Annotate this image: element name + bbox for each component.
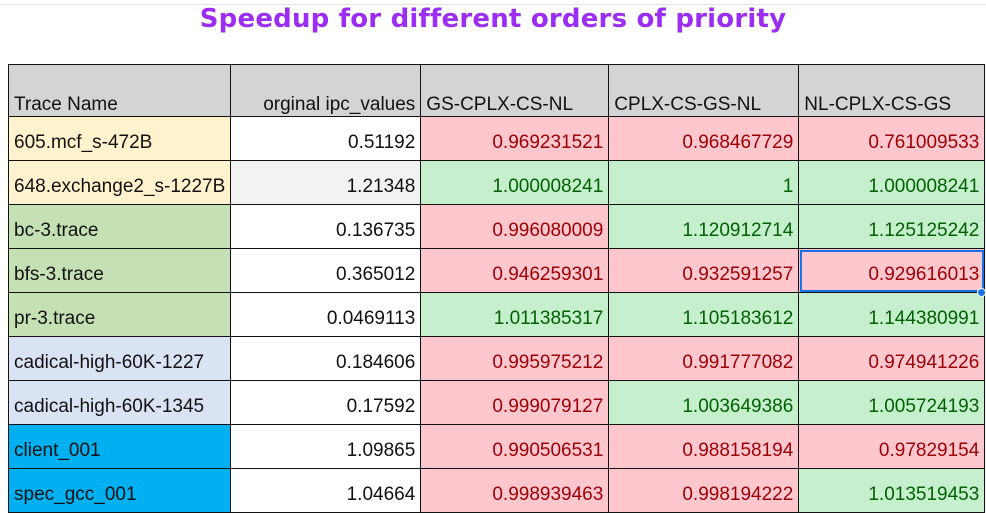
gs-cplx-cs-nl-cell[interactable]: 0.996080009 (420, 204, 610, 249)
cplx-cs-gs-nl-cell[interactable]: 1 (608, 160, 800, 205)
nl-cplx-cs-gs-cell[interactable]: 0.761009533 (798, 116, 986, 161)
table-row: cadical-high-60K-1227 0.184606 0.995975212… (7, 336, 986, 381)
ipc-value-cell[interactable]: 0.136735 (230, 204, 422, 249)
cplx-cs-gs-nl-cell[interactable]: 1.105183612 (608, 292, 800, 337)
cplx-cs-gs-nl-cell[interactable]: 0.998194222 (608, 468, 800, 513)
trace-name-cell[interactable]: pr-3.trace (7, 292, 232, 337)
header-nl-cplx-cs-gs[interactable]: NL-CPLX-CS-GS (798, 64, 986, 117)
cplx-cs-gs-nl-cell[interactable]: 0.932591257 (608, 248, 800, 293)
table-row: client_001 1.09865 0.990506531 0.988158194 0… (7, 424, 986, 469)
trace-name-cell[interactable]: 648.exchange2_s-1227B (7, 160, 232, 205)
table-row: bc-3.trace 0.136735 0.996080009 1.120912714… (7, 204, 986, 249)
ipc-value-cell[interactable]: 0.17592 (230, 380, 422, 425)
cplx-cs-gs-nl-cell[interactable]: 0.991777082 (608, 336, 800, 381)
nl-cplx-cs-gs-cell[interactable]: 1.013519453 (798, 468, 986, 513)
header-original-ipc[interactable]: orginal ipc_values (230, 64, 422, 117)
table-row: 605.mcf_s-472B 0.51192 0.969231521 0.968467… (7, 116, 986, 161)
cplx-cs-gs-nl-cell[interactable]: 1.120912714 (608, 204, 800, 249)
trace-name-cell[interactable]: 605.mcf_s-472B (7, 116, 232, 161)
gs-cplx-cs-nl-cell[interactable]: 1.000008241 (420, 160, 610, 205)
header-gs-cplx-cs-nl[interactable]: GS-CPLX-CS-NL (420, 64, 610, 117)
ipc-value-cell[interactable]: 0.184606 (230, 336, 422, 381)
table-row: pr-3.trace 0.0469113 1.011385317 1.10518361… (7, 292, 986, 337)
trace-name-cell[interactable]: cadical-high-60K-1345 (7, 380, 232, 425)
ipc-value-cell[interactable]: 1.09865 (230, 424, 422, 469)
table-row: 648.exchange2_s-1227B 1.21348 1.000008241 1… (7, 160, 986, 205)
table-row: bfs-3.trace 0.365012 0.946259301 0.93259125… (7, 248, 986, 293)
nl-cplx-cs-gs-cell[interactable]: 1.005724193 (798, 380, 986, 425)
table-row: cadical-high-60K-1345 0.17592 0.999079127 1… (7, 380, 986, 425)
cplx-cs-gs-nl-cell[interactable]: 0.968467729 (608, 116, 800, 161)
gs-cplx-cs-nl-cell[interactable]: 0.990506531 (420, 424, 610, 469)
header-trace-name[interactable]: Trace Name (7, 64, 232, 117)
header-cplx-cs-gs-nl[interactable]: CPLX-CS-GS-NL (608, 64, 800, 117)
gs-cplx-cs-nl-cell[interactable]: 1.011385317 (420, 292, 610, 337)
ipc-value-cell[interactable]: 0.51192 (230, 116, 422, 161)
trace-name-cell[interactable]: client_001 (7, 424, 232, 469)
ipc-value-cell[interactable]: 0.0469113 (230, 292, 422, 337)
nl-cplx-cs-gs-cell[interactable]: 1.125125242 (798, 204, 986, 249)
speedup-table: Trace Name orginal ipc_values GS-CPLX-CS… (7, 64, 986, 513)
cplx-cs-gs-nl-cell[interactable]: 1.003649386 (608, 380, 800, 425)
selected-cell[interactable]: 0.929616013 (798, 248, 986, 293)
trace-name-cell[interactable]: bfs-3.trace (7, 248, 232, 293)
nl-cplx-cs-gs-cell[interactable]: 1.000008241 (798, 160, 986, 205)
gs-cplx-cs-nl-cell[interactable]: 0.969231521 (420, 116, 610, 161)
ipc-value-cell[interactable]: 1.21348 (230, 160, 422, 205)
chart-title: Speedup for different orders of priority (199, 4, 787, 34)
gs-cplx-cs-nl-cell[interactable]: 0.946259301 (420, 248, 610, 293)
trace-name-cell[interactable]: cadical-high-60K-1227 (7, 336, 232, 381)
trace-name-cell[interactable]: bc-3.trace (7, 204, 232, 249)
gs-cplx-cs-nl-cell[interactable]: 0.998939463 (420, 468, 610, 513)
sheet-top-border (0, 4, 986, 5)
trace-name-cell[interactable]: spec_gcc_001 (7, 468, 232, 513)
ipc-value-cell[interactable]: 1.04664 (230, 468, 422, 513)
gs-cplx-cs-nl-cell[interactable]: 0.999079127 (420, 380, 610, 425)
nl-cplx-cs-gs-cell[interactable]: 0.974941226 (798, 336, 986, 381)
nl-cplx-cs-gs-cell[interactable]: 1.144380991 (798, 292, 986, 337)
ipc-value-cell[interactable]: 0.365012 (230, 248, 422, 293)
nl-cplx-cs-gs-cell[interactable]: 0.97829154 (798, 424, 986, 469)
header-row: Trace Name orginal ipc_values GS-CPLX-CS… (7, 64, 986, 117)
table-row: spec_gcc_001 1.04664 0.998939463 0.99819422… (7, 468, 986, 513)
selection-fill-handle[interactable] (977, 287, 986, 297)
cplx-cs-gs-nl-cell[interactable]: 0.988158194 (608, 424, 800, 469)
gs-cplx-cs-nl-cell[interactable]: 0.995975212 (420, 336, 610, 381)
